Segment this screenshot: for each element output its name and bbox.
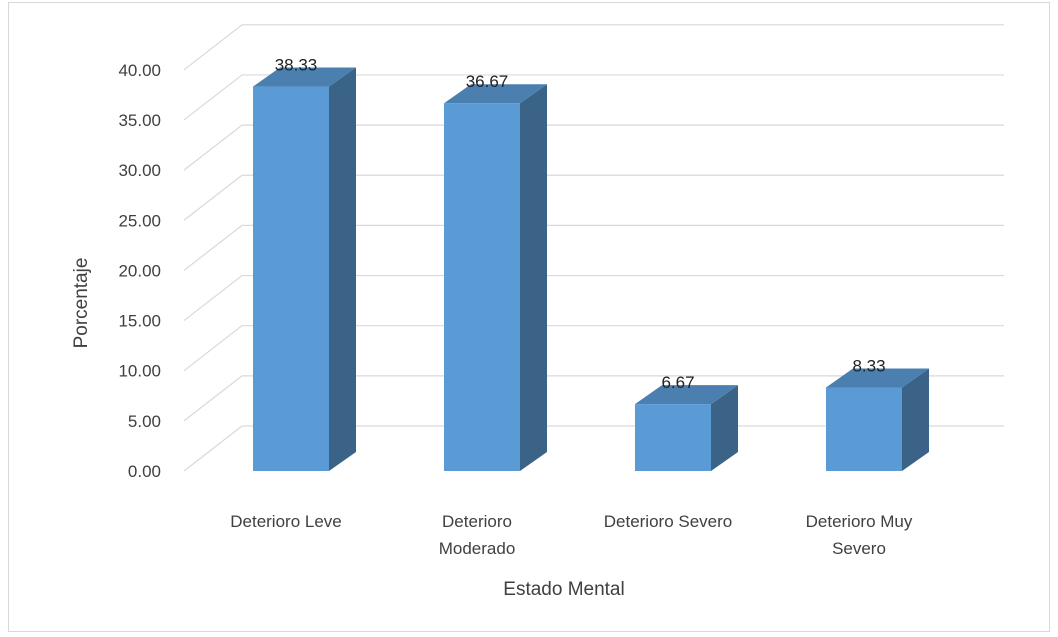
gridline-diagonal <box>183 174 243 221</box>
bar <box>253 67 356 471</box>
y-tick-label: 15.00 <box>118 312 161 331</box>
y-tick-label: 25.00 <box>118 211 161 230</box>
bar <box>826 368 929 471</box>
gridlines <box>183 24 1004 472</box>
gridline-diagonal <box>183 375 243 422</box>
y-tick-label: 10.00 <box>118 362 161 381</box>
x-axis-title: Estado Mental <box>503 579 624 600</box>
y-tick-label: 30.00 <box>118 161 161 180</box>
bar-chart: 0.00 5.00 10.00 15.00 20.00 25.00 30.00 35.00 40… <box>71 24 1004 600</box>
y-axis-ticks: 0.00 5.00 10.00 15.00 20.00 25.00 30.00 35.00 40… <box>118 61 161 481</box>
data-label: 38.33 <box>275 56 318 75</box>
y-axis-title: Porcentaje <box>71 258 92 349</box>
y-tick-label: 40.00 <box>118 61 161 80</box>
bar-front <box>635 404 711 471</box>
x-category-label: Deterioro Muy <box>806 512 913 531</box>
x-category-label: Severo <box>832 539 886 558</box>
x-category-label: Deterioro <box>442 512 512 531</box>
bar <box>635 385 738 471</box>
gridline-diagonal <box>183 325 243 372</box>
gridline-diagonal <box>183 224 243 271</box>
x-category-label: Deterioro Severo <box>604 512 733 531</box>
x-axis-categories: Deterioro Leve Deterioro Moderado Deterioro… <box>230 512 913 558</box>
bar-top <box>444 84 547 104</box>
y-tick-label: 0.00 <box>128 462 161 481</box>
bar-side <box>520 84 547 472</box>
bars <box>253 67 929 472</box>
x-category-label: Deterioro Leve <box>230 512 342 531</box>
data-label: 6.67 <box>661 373 694 392</box>
bar-top <box>635 385 738 405</box>
bar <box>444 84 547 472</box>
y-tick-label: 20.00 <box>118 261 161 280</box>
bar-front <box>826 387 902 471</box>
gridline-diagonal <box>183 74 243 121</box>
bar-side <box>902 368 929 471</box>
x-category-label: Moderado <box>439 539 516 558</box>
chart-area: 0.00 5.00 10.00 15.00 20.00 25.00 30.00 35.00 40… <box>8 2 1050 632</box>
data-label: 36.67 <box>466 72 509 91</box>
bar-side <box>329 67 356 471</box>
y-tick-label: 35.00 <box>118 111 161 130</box>
gridline-diagonal <box>183 425 243 472</box>
y-tick-label: 5.00 <box>128 412 161 431</box>
bar-top <box>826 368 929 388</box>
data-labels: 38.33 36.67 6.67 8.33 <box>275 56 886 393</box>
bar-front <box>253 86 329 471</box>
data-label: 8.33 <box>852 356 885 375</box>
bar-front <box>444 103 520 472</box>
gridline-diagonal <box>183 275 243 322</box>
gridline-diagonal <box>183 124 243 171</box>
gridline-diagonal <box>183 24 243 71</box>
bar-top <box>253 67 356 87</box>
bar-side <box>711 385 738 471</box>
